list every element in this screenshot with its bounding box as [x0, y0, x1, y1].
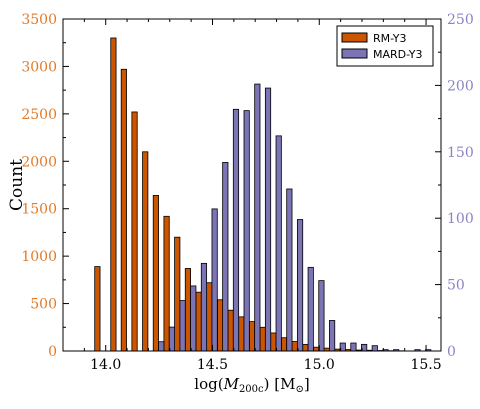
x-tick-label: 15.0 — [304, 357, 335, 373]
mard-y3-bar — [222, 162, 229, 352]
rm-y3-bar — [174, 236, 181, 352]
rm-y3-bar — [94, 266, 101, 352]
rm-y3-bar — [131, 111, 138, 352]
legend: RM-Y3 MARD-Y3 — [336, 25, 434, 67]
right-tick-label: 0 — [447, 344, 456, 360]
mard-y3-bar — [329, 320, 336, 352]
rm-y3-bar — [217, 299, 224, 352]
mard-y3-bar — [243, 110, 250, 352]
rm-y3-bar — [238, 316, 245, 352]
rm-y3-bar — [259, 326, 266, 352]
x-tick-label: 15.5 — [410, 357, 441, 373]
left-tick-label: 3500 — [21, 12, 57, 28]
mard-y3-bar — [264, 87, 272, 352]
rm-y3-bar — [206, 282, 213, 352]
legend-label-mard-y3: MARD-Y3 — [373, 48, 423, 61]
rm-y3-bar — [270, 332, 277, 352]
mard-y3-bar — [307, 266, 314, 352]
mard-y3-bars — [158, 83, 432, 352]
mard-y3-bar — [179, 300, 186, 352]
mard-y3-bar — [168, 326, 175, 352]
right-tick-label: 150 — [447, 145, 474, 161]
left-tick-label: 500 — [30, 297, 57, 313]
right-tick-label: 250 — [447, 12, 474, 28]
legend-swatch-rm-y3 — [341, 32, 368, 43]
mard-y3-bar — [371, 345, 378, 352]
x-tick-label: 14.5 — [197, 357, 228, 373]
x-axis-ticks: 14.0 14.5 15.0 15.5 — [62, 19, 442, 373]
rm-y3-bar — [163, 215, 170, 352]
rm-y3-bar — [152, 195, 159, 352]
rm-y3-bar — [110, 37, 117, 352]
mard-y3-bar — [350, 342, 357, 352]
mard-y3-bar — [158, 341, 165, 352]
y-axis-label: Count — [7, 159, 27, 211]
legend-swatch-mard-y3 — [341, 48, 368, 59]
rm-y3-bar — [195, 291, 202, 352]
x-axis-label: log(M200c) [M⊙] — [194, 375, 309, 395]
left-tick-label: 2000 — [21, 154, 57, 170]
plot-frame — [62, 18, 442, 352]
mard-y3-bar — [232, 108, 240, 352]
right-tick-label: 200 — [447, 78, 474, 94]
rm-y3-bars — [94, 37, 405, 352]
x-tick-label: 14.0 — [90, 357, 121, 373]
mard-y3-bar — [296, 219, 304, 352]
mard-y3-bar — [190, 285, 197, 352]
mard-y3-bar — [200, 262, 208, 352]
rm-y3-bar — [142, 151, 149, 352]
rm-y3-bar — [227, 309, 234, 352]
rm-y3-bar — [120, 68, 127, 352]
legend-label-rm-y3: RM-Y3 — [373, 32, 407, 45]
left-tick-label: 2500 — [21, 107, 57, 123]
mard-y3-bar — [275, 135, 282, 352]
rm-y3-bar — [291, 341, 298, 352]
right-tick-label: 50 — [447, 278, 465, 294]
left-tick-label: 1500 — [21, 202, 57, 218]
mard-y3-bar — [211, 208, 218, 352]
rm-y3-bar — [184, 268, 191, 352]
rm-y3-bar — [280, 337, 288, 352]
right-axis-ticks: 0 50 100 150 200 250 — [435, 12, 474, 360]
mard-y3-bar — [254, 83, 261, 352]
left-tick-label: 1000 — [21, 249, 57, 265]
left-tick-label: 0 — [48, 344, 57, 360]
rm-y3-bar — [313, 346, 320, 352]
left-axis-ticks: 0 500 1000 1500 2000 2500 3000 3500 — [21, 12, 69, 360]
mard-y3-bar — [286, 188, 293, 352]
left-tick-label: 3000 — [21, 59, 57, 75]
mard-y3-bar — [318, 280, 325, 352]
rm-y3-bar — [248, 321, 256, 352]
rm-y3-bar — [302, 343, 309, 352]
right-tick-label: 100 — [447, 211, 474, 227]
